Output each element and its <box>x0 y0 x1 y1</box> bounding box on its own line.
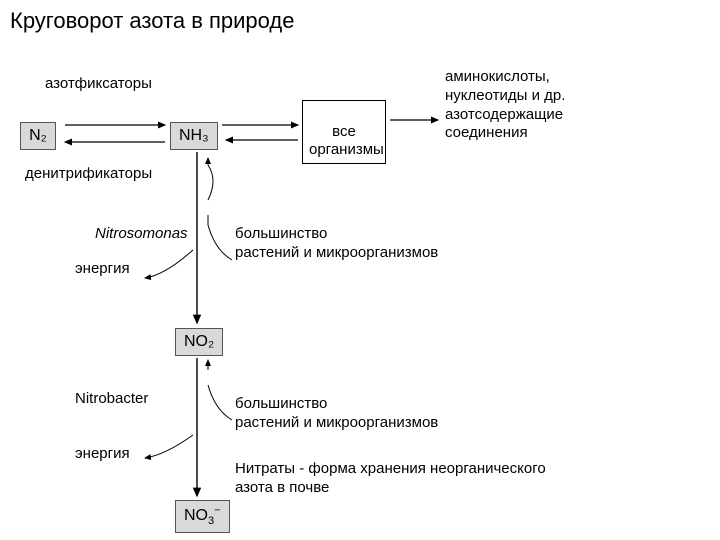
label-denitrifiers: денитрификаторы <box>25 165 152 184</box>
label-nitrosomonas: Nitrosomonas <box>95 225 188 244</box>
no2-text: NO₂ <box>184 333 214 350</box>
label-plants-note1: большинство растений и микроорганизмов <box>235 225 438 263</box>
nh3-text: NH₃ <box>179 127 209 144</box>
label-nitrates-note: Нитраты - форма хранения неорганического… <box>235 460 546 498</box>
node-nh3: NH₃ <box>170 122 218 150</box>
all-org-text: все организмы <box>309 123 384 158</box>
node-all-organisms: все организмы <box>302 100 386 164</box>
page-title: Круговорот азота в природе <box>10 8 295 34</box>
node-no3: NO3− <box>175 500 230 533</box>
label-plants-note2: большинство растений и микроорганизмов <box>235 395 438 433</box>
n2-text: N₂ <box>29 127 47 144</box>
label-nitrogen-fixers: азотфиксаторы <box>45 75 152 94</box>
node-n2: N₂ <box>20 122 56 150</box>
no3-text: NO3− <box>184 507 221 524</box>
label-nitrobacter: Nitrobacter <box>75 390 148 409</box>
label-energy2: энергия <box>75 445 130 464</box>
node-no2: NO₂ <box>175 328 223 356</box>
label-energy1: энергия <box>75 260 130 279</box>
label-amino-note: аминокислоты, нуклеотиды и др. азотсодер… <box>445 68 565 143</box>
